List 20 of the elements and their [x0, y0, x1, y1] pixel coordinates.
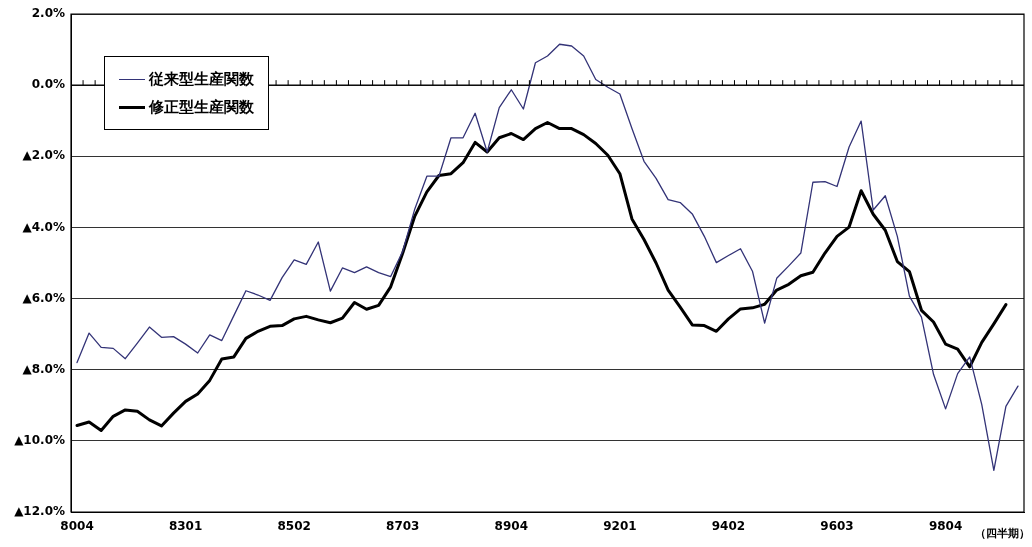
- x-tick-label: 9603: [820, 519, 854, 534]
- x-tick-label: 8502: [277, 519, 311, 534]
- y-tick-label: ▲12.0%: [14, 504, 65, 519]
- x-tick-label: 9201: [603, 519, 637, 534]
- x-tick-label: 8004: [60, 519, 94, 534]
- x-tick-label: 8904: [494, 519, 529, 534]
- x-tick-label: 9804: [928, 519, 963, 534]
- x-axis-title: （四半期）: [975, 527, 1030, 541]
- y-tick-label: 0.0%: [31, 77, 65, 92]
- y-tick-label: ▲6.0%: [22, 290, 65, 305]
- x-tick-label: 8703: [386, 519, 420, 534]
- legend-label: 従来型生産関数: [149, 69, 254, 89]
- y-tick-label: 2.0%: [31, 6, 65, 21]
- x-tick-label: 9402: [711, 519, 746, 534]
- x-tick-label: 8301: [168, 519, 203, 534]
- y-tick-label: ▲8.0%: [22, 361, 65, 376]
- legend-label: 修正型生産関数: [149, 97, 254, 117]
- y-tick-label: ▲4.0%: [22, 219, 65, 234]
- y-tick-label: ▲10.0%: [14, 432, 65, 447]
- y-tick-label: ▲2.0%: [22, 148, 65, 163]
